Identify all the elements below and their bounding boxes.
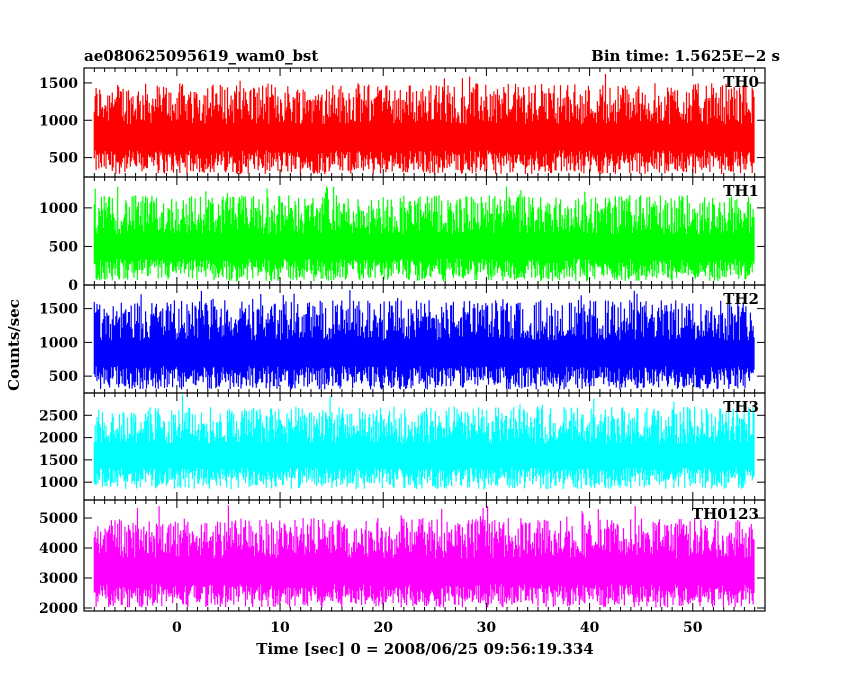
plot-title-left: ae080625095619_wam0_bst [84,47,318,65]
series-line-th2 [93,290,755,390]
panel-label-th3: TH3 [723,398,759,416]
y-tick-label: 2000 [39,601,78,617]
panel-label-th1: TH1 [723,182,759,200]
y-tick-label: 1500 [39,76,78,92]
x-tick-label: 30 [477,620,497,636]
y-tick-label: 3000 [39,571,78,587]
y-tick-label: 1000 [39,113,78,129]
y-tick-label: 500 [49,369,78,385]
x-tick-label: 10 [270,620,290,636]
plot-title-right: Bin time: 1.5625E−2 s [591,47,780,65]
series-line-th1 [93,186,755,282]
y-tick-label: 500 [49,151,78,167]
y-axis-label: Counts/sec [5,299,23,391]
y-tick-label: 0 [68,278,78,294]
y-tick-label: 2000 [39,431,78,447]
panel-label-th0: TH0 [723,73,759,91]
x-tick-label: 50 [683,620,703,636]
x-axis-label: Time [sec] 0 = 2008/06/25 09:56:19.334 [256,640,593,658]
panel-label-th2: TH2 [723,290,759,308]
series-line-th0 [93,74,755,175]
y-tick-label: 1000 [39,335,78,351]
y-tick-label: 1000 [39,475,78,491]
x-tick-label: 40 [580,620,600,636]
y-tick-label: 1500 [39,453,78,469]
panel-label-th0123: TH0123 [692,505,759,523]
y-tick-label: 1000 [39,201,78,217]
y-tick-label: 1500 [39,302,78,318]
series-line-th0123 [93,505,755,608]
series-line-th3 [93,394,755,490]
y-tick-label: 2500 [39,408,78,424]
y-tick-label: 4000 [39,541,78,557]
y-tick-label: 500 [49,239,78,255]
y-tick-label: 5000 [39,511,78,527]
x-tick-label: 0 [172,620,182,636]
x-tick-label: 20 [373,620,393,636]
